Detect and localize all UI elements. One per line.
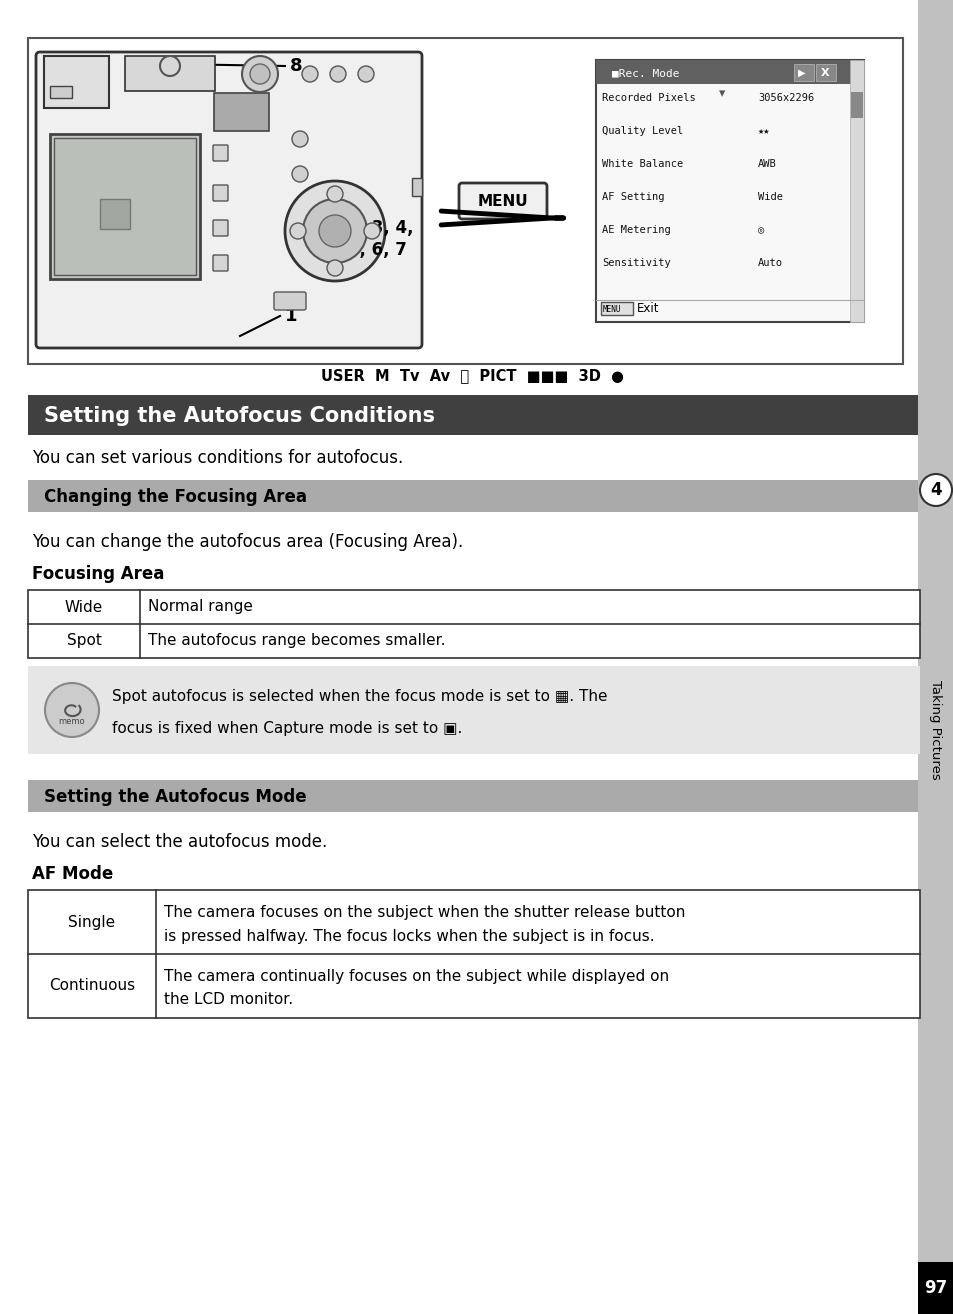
FancyBboxPatch shape xyxy=(213,185,228,201)
Bar xyxy=(917,0,953,1314)
Text: MENU: MENU xyxy=(602,305,620,314)
Text: You can select the autofocus mode.: You can select the autofocus mode. xyxy=(32,833,327,851)
Text: AF Mode: AF Mode xyxy=(32,865,113,883)
Circle shape xyxy=(318,215,351,247)
Text: Recorded Pixels: Recorded Pixels xyxy=(601,93,695,102)
Bar xyxy=(54,138,195,275)
Bar xyxy=(28,890,919,1018)
Circle shape xyxy=(45,683,99,737)
Text: You can set various conditions for autofocus.: You can set various conditions for autof… xyxy=(32,449,403,466)
Text: Quality Level: Quality Level xyxy=(601,126,682,137)
FancyBboxPatch shape xyxy=(213,145,228,162)
Text: X: X xyxy=(820,68,828,78)
Text: 3056x2296: 3056x2296 xyxy=(758,93,814,102)
Text: Exit: Exit xyxy=(637,302,659,315)
FancyBboxPatch shape xyxy=(213,255,228,271)
Text: The autofocus range becomes smaller.: The autofocus range becomes smaller. xyxy=(148,633,445,649)
Text: ■Rec. Mode: ■Rec. Mode xyxy=(612,68,679,78)
Bar xyxy=(849,60,863,322)
Text: Wide: Wide xyxy=(65,599,103,615)
Text: Changing the Focusing Area: Changing the Focusing Area xyxy=(44,487,307,506)
Text: AE Metering: AE Metering xyxy=(601,225,670,235)
Bar xyxy=(28,590,919,658)
Circle shape xyxy=(250,64,270,84)
Text: Wide: Wide xyxy=(758,192,782,202)
Bar xyxy=(125,57,214,91)
FancyBboxPatch shape xyxy=(458,183,546,219)
Circle shape xyxy=(303,198,367,263)
Text: Setting the Autofocus Mode: Setting the Autofocus Mode xyxy=(44,788,306,805)
FancyBboxPatch shape xyxy=(274,292,306,310)
Text: 4: 4 xyxy=(929,481,941,499)
Circle shape xyxy=(242,57,277,92)
Bar xyxy=(28,480,917,512)
Bar xyxy=(412,177,421,196)
Text: ▶: ▶ xyxy=(798,68,805,78)
Text: ★★: ★★ xyxy=(758,126,770,137)
Bar xyxy=(50,85,71,99)
Bar xyxy=(28,666,919,754)
Circle shape xyxy=(285,181,385,281)
Text: 1: 1 xyxy=(285,307,297,325)
Text: 97: 97 xyxy=(923,1279,946,1297)
Circle shape xyxy=(292,166,308,183)
Text: AF Setting: AF Setting xyxy=(601,192,664,202)
Circle shape xyxy=(919,474,951,506)
Text: ◎: ◎ xyxy=(758,225,763,235)
Bar xyxy=(596,60,863,322)
Bar xyxy=(100,198,130,229)
Circle shape xyxy=(302,66,317,81)
Bar xyxy=(815,64,835,81)
Text: 5, 6, 7: 5, 6, 7 xyxy=(348,240,406,259)
Text: You can change the autofocus area (Focusing Area).: You can change the autofocus area (Focus… xyxy=(32,533,463,551)
Bar xyxy=(917,1261,953,1314)
Text: Sensitivity: Sensitivity xyxy=(601,258,670,268)
Text: memo: memo xyxy=(59,716,85,725)
Bar xyxy=(44,57,109,108)
Circle shape xyxy=(292,131,308,147)
Text: Setting the Autofocus Conditions: Setting the Autofocus Conditions xyxy=(44,406,435,426)
Circle shape xyxy=(357,66,374,81)
Bar xyxy=(596,60,863,84)
Text: Auto: Auto xyxy=(758,258,782,268)
Text: the LCD monitor.: the LCD monitor. xyxy=(164,992,293,1008)
Bar xyxy=(28,781,917,812)
Text: Spot: Spot xyxy=(67,633,101,649)
Text: 2, 3, 4,: 2, 3, 4, xyxy=(348,219,413,237)
Circle shape xyxy=(327,260,343,276)
Text: The camera focuses on the subject when the shutter release button: The camera focuses on the subject when t… xyxy=(164,904,684,920)
Text: focus is fixed when Capture mode is set to ▣.: focus is fixed when Capture mode is set … xyxy=(112,720,462,736)
Text: The camera continually focuses on the subject while displayed on: The camera continually focuses on the su… xyxy=(164,968,668,983)
FancyBboxPatch shape xyxy=(36,53,421,348)
Bar xyxy=(28,396,917,435)
Circle shape xyxy=(364,223,379,239)
Text: AWB: AWB xyxy=(758,159,776,170)
Bar xyxy=(28,38,902,364)
Text: 8: 8 xyxy=(290,57,302,75)
Text: Focusing Area: Focusing Area xyxy=(32,565,164,583)
Circle shape xyxy=(330,66,346,81)
Circle shape xyxy=(290,223,306,239)
Bar xyxy=(50,134,200,279)
Circle shape xyxy=(327,187,343,202)
Text: MENU: MENU xyxy=(477,193,528,209)
Text: Taking Pictures: Taking Pictures xyxy=(928,681,942,781)
Text: White Balance: White Balance xyxy=(601,159,682,170)
Text: Spot autofocus is selected when the focus mode is set to ▦. The: Spot autofocus is selected when the focu… xyxy=(112,689,607,703)
Text: ▾: ▾ xyxy=(719,88,724,100)
Circle shape xyxy=(160,57,180,76)
Bar xyxy=(213,93,269,131)
Text: Continuous: Continuous xyxy=(49,979,135,993)
Text: Normal range: Normal range xyxy=(148,599,253,615)
FancyBboxPatch shape xyxy=(213,219,228,237)
Text: Single: Single xyxy=(69,915,115,929)
Bar xyxy=(793,64,813,81)
Bar xyxy=(600,302,633,315)
Text: USER  M  Tv  Av  Ⓟ  PICT  ■■■  3D  ●: USER M Tv Av Ⓟ PICT ■■■ 3D ● xyxy=(320,368,622,384)
Text: is pressed halfway. The focus locks when the subject is in focus.: is pressed halfway. The focus locks when… xyxy=(164,929,654,943)
Bar xyxy=(850,92,862,118)
